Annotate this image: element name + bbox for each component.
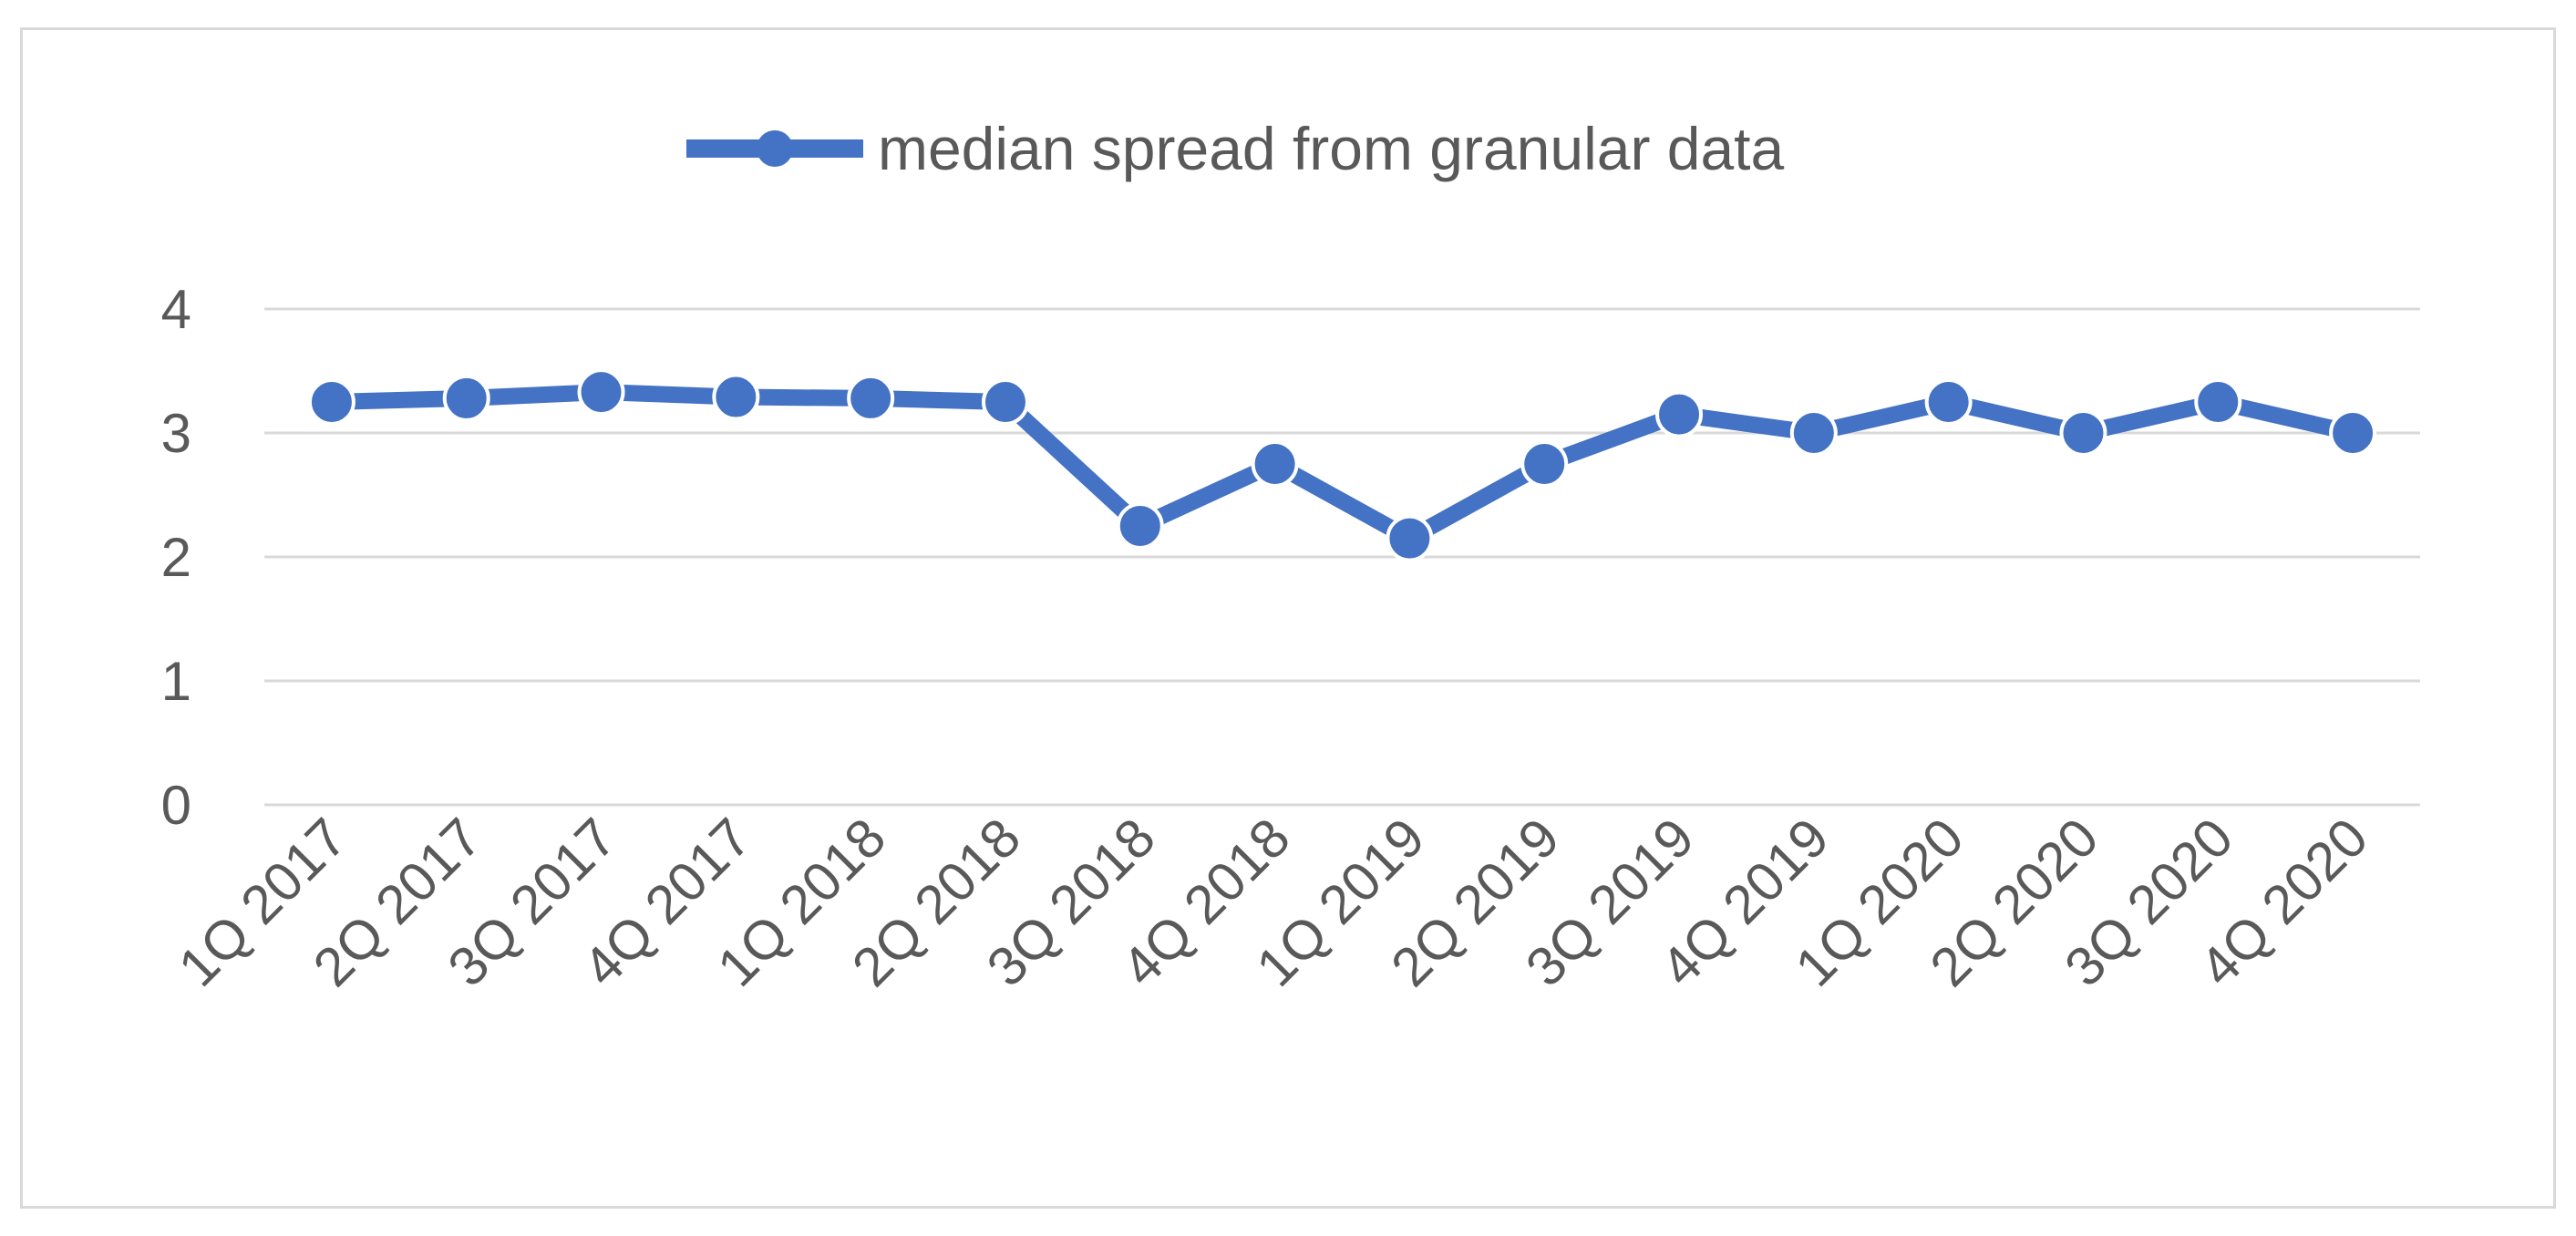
data-point-1q-2018	[847, 374, 895, 422]
data-point-1q-2017	[307, 378, 355, 426]
data-point-4q-2020	[2329, 409, 2377, 457]
y-tick-label: 2	[161, 527, 191, 588]
legend-label: median spread from granular data	[878, 115, 1785, 182]
series-median-spread	[307, 368, 2377, 562]
data-point-1q-2020	[1924, 378, 1973, 426]
legend: median spread from granular data	[686, 115, 1785, 182]
chart-frame: median spread from granular data 0 1 2 3 4 1…	[20, 27, 2556, 1209]
data-point-1q-2019	[1386, 514, 1434, 562]
data-point-3q-2018	[1116, 502, 1164, 550]
data-point-4q-2018	[1251, 440, 1299, 488]
y-tick-label: 0	[161, 775, 191, 836]
data-point-4q-2017	[712, 373, 760, 421]
y-tick-label: 4	[161, 279, 191, 340]
data-point-3q-2017	[577, 368, 625, 417]
data-point-4q-2019	[1789, 409, 1838, 457]
y-tick-label: 1	[161, 651, 191, 712]
data-point-2q-2020	[2059, 409, 2107, 457]
y-tick-label: 3	[161, 403, 191, 464]
data-point-2q-2019	[1520, 440, 1569, 488]
data-point-2q-2018	[981, 378, 1029, 426]
gridlines	[264, 307, 2420, 807]
data-point-3q-2019	[1655, 390, 1704, 438]
series-line	[323, 384, 2362, 547]
y-axis-ticks: 0 1 2 3 4	[161, 279, 191, 836]
data-point-3q-2020	[2194, 378, 2242, 426]
line-chart: median spread from granular data 0 1 2 3 4 1…	[161, 115, 2420, 998]
data-point-2q-2017	[442, 374, 490, 422]
legend-marker	[757, 130, 793, 167]
